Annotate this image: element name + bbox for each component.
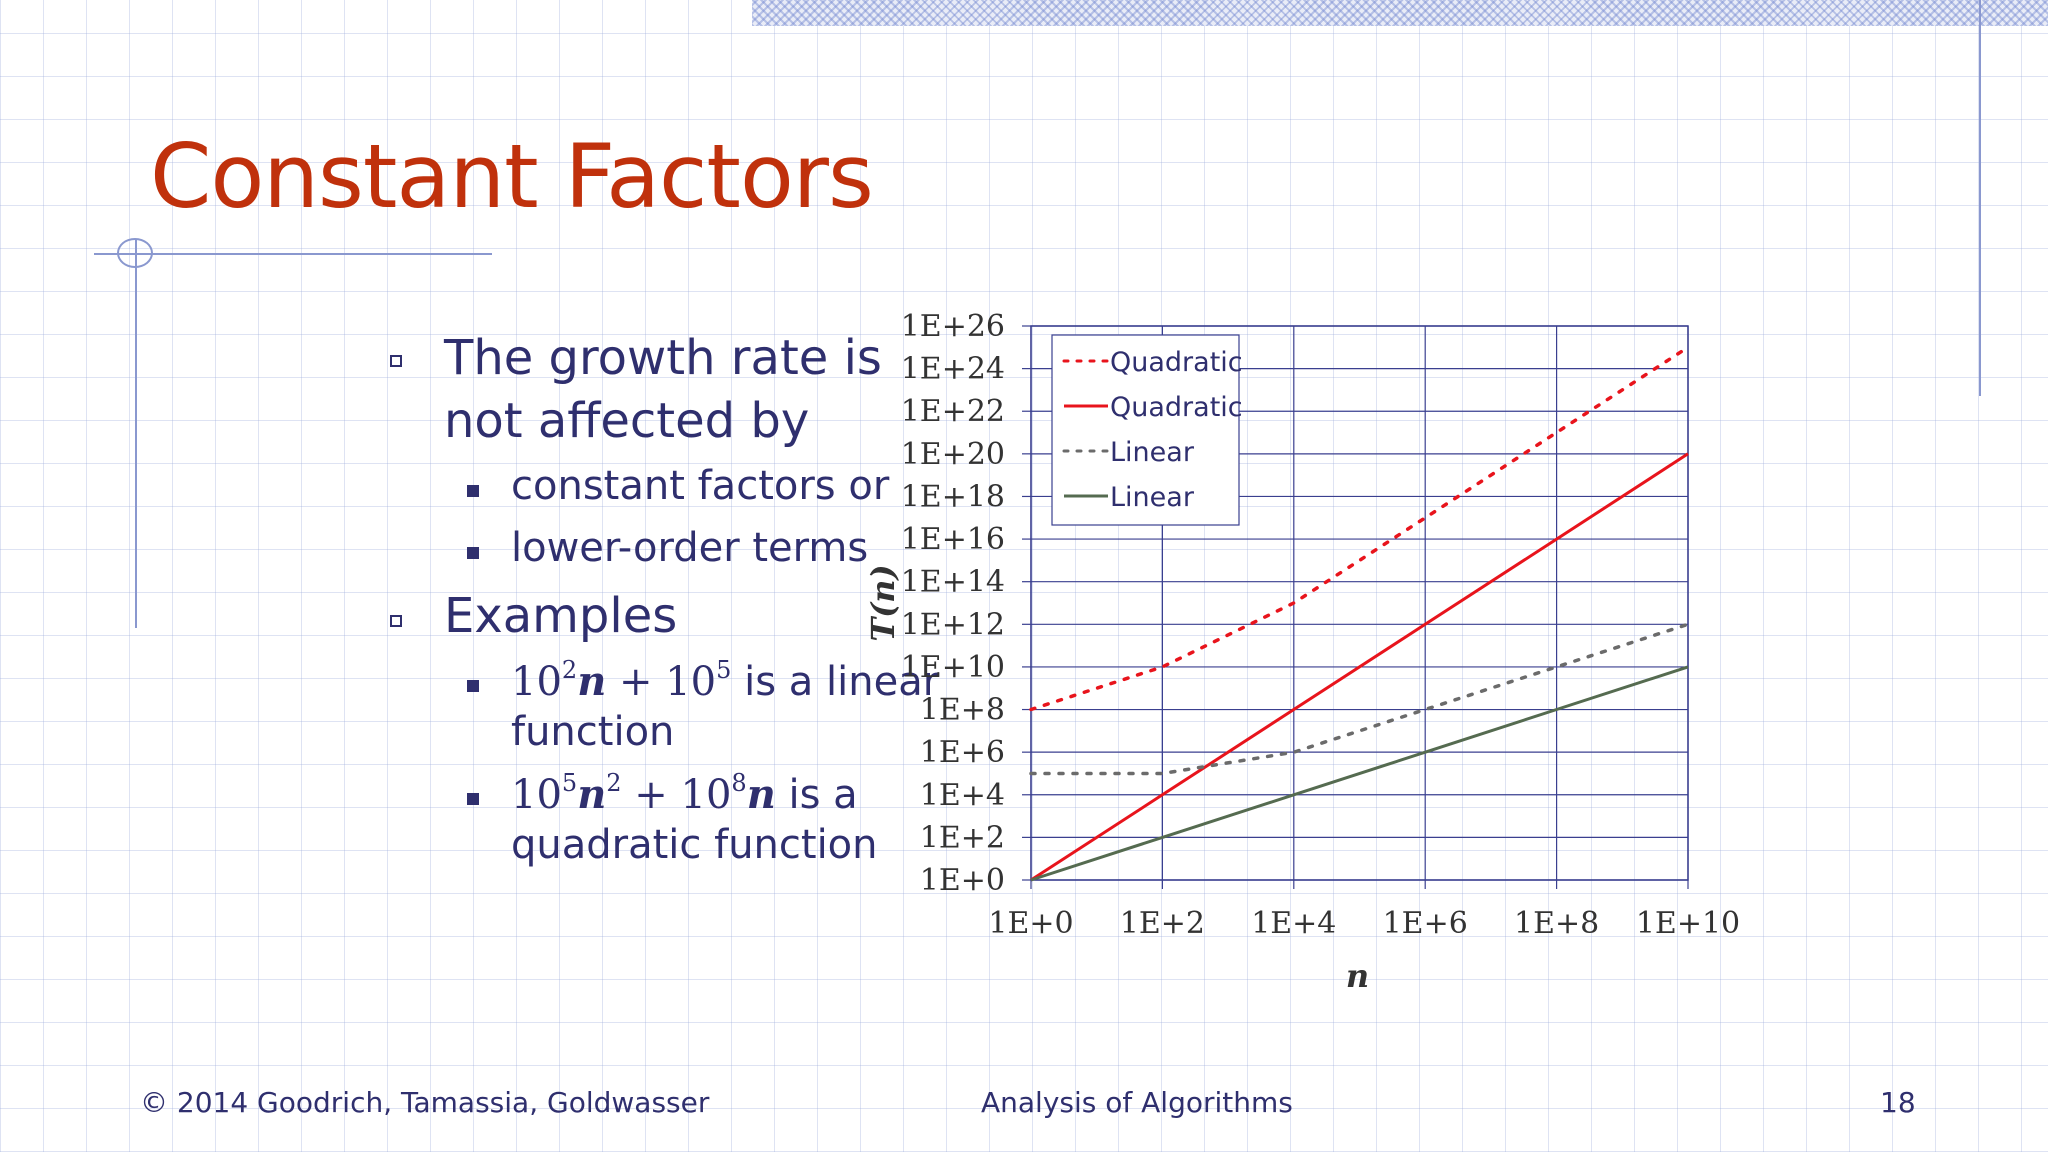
- ex1-exp1: 2: [561, 656, 578, 685]
- y-tick-label: 1E+22: [901, 394, 1005, 429]
- y-axis-label: T(n): [864, 564, 902, 641]
- square-bullet-icon: [467, 793, 479, 805]
- example-quadratic-line2: quadratic function: [511, 822, 878, 868]
- y-tick-label: 1E+0: [920, 863, 1005, 898]
- series-line-quadratic-solid: [1030, 452, 1689, 882]
- footer-course-title: Analysis of Algorithms: [981, 1086, 1293, 1119]
- ex2-exp1b: 2: [606, 769, 622, 798]
- ex2-var2: n: [746, 771, 776, 818]
- slide-title: Constant Factors: [150, 125, 874, 228]
- ex2-var1: n: [577, 771, 607, 818]
- y-tick-label: 1E+20: [901, 437, 1005, 472]
- bullet-text-examples: Examples: [444, 588, 678, 644]
- y-tick-label: 1E+10: [901, 650, 1005, 685]
- subbullet-lower-order: lower-order terms: [511, 525, 869, 571]
- example-quadratic-formula: 105n2 + 108n is a: [511, 771, 858, 818]
- y-tick-label: 1E+8: [920, 693, 1005, 728]
- subbullet-constant-factors: constant factors or: [511, 463, 890, 509]
- y-tick-label: 1E+12: [901, 607, 1005, 642]
- ex2-exp2: 8: [731, 769, 747, 798]
- ex1-var: n: [577, 658, 607, 705]
- title-vertical-rule: [135, 240, 137, 628]
- square-bullet-icon: [467, 485, 479, 497]
- bullet-text-growth-line2: not affected by: [444, 393, 810, 449]
- bullet-text-growth-line1: The growth rate is: [444, 330, 882, 386]
- legend-label: Quadratic: [1110, 392, 1243, 423]
- square-bullet-icon: [467, 680, 479, 692]
- title-underline-rule: [94, 253, 492, 255]
- decorative-top-band: [752, 0, 2048, 26]
- legend-box: [1051, 334, 1240, 526]
- y-tick-label: 1E+16: [901, 522, 1005, 557]
- y-tick-label: 1E+14: [901, 565, 1005, 600]
- x-tick-label: 1E+8: [1514, 906, 1599, 941]
- ex2-coef1: 10: [511, 772, 562, 818]
- x-tick-label: 1E+6: [1383, 906, 1468, 941]
- hollow-square-bullet-icon: [390, 355, 402, 367]
- legend-label: Linear: [1110, 482, 1195, 513]
- y-tick-label: 1E+18: [901, 479, 1005, 514]
- square-bullet-icon: [467, 547, 479, 559]
- x-tick-label: 1E+10: [1636, 906, 1740, 941]
- x-axis-label: n: [1346, 957, 1369, 995]
- y-tick-label: 1E+2: [920, 820, 1005, 855]
- x-tick-label: 1E+2: [1120, 906, 1205, 941]
- y-tick-label: 1E+24: [901, 352, 1005, 387]
- ex1-rest: is a linear: [731, 659, 940, 705]
- hollow-square-bullet-icon: [390, 615, 402, 627]
- y-tick-label: 1E+26: [901, 309, 1005, 344]
- decorative-right-rule: [1979, 0, 1981, 396]
- x-tick-label: 1E+4: [1251, 906, 1336, 941]
- x-tick-label: 1E+0: [988, 906, 1073, 941]
- ex1-plus: +: [606, 659, 666, 705]
- legend-label: Linear: [1110, 437, 1195, 468]
- example-linear-formula: 102n + 105 is a linear: [511, 658, 939, 705]
- example-linear-line2: function: [511, 709, 675, 755]
- ex2-coef2: 10: [680, 772, 732, 818]
- y-tick-label: 1E+6: [920, 735, 1005, 770]
- ex1-coef1: 10: [511, 659, 562, 705]
- crosshair-ornament-icon: [117, 238, 153, 268]
- ex1-coef2: 10: [665, 659, 717, 705]
- ex2-exp1: 5: [561, 769, 578, 798]
- series-line-linear-dotted: [1029, 622, 1690, 776]
- y-tick-label: 1E+4: [920, 778, 1005, 813]
- ex1-exp2: 5: [716, 656, 732, 685]
- series-line-quadratic-dotted: [1029, 345, 1690, 712]
- footer-page-number: 18: [1880, 1086, 1916, 1119]
- footer-copyright: © 2014 Goodrich, Tamassia, Goldwasser: [140, 1086, 710, 1119]
- series-line-linear-solid: [1030, 665, 1689, 882]
- ex2-rest: is a: [775, 772, 858, 818]
- legend-label: Quadratic: [1110, 347, 1243, 378]
- ex2-plus: +: [621, 772, 681, 818]
